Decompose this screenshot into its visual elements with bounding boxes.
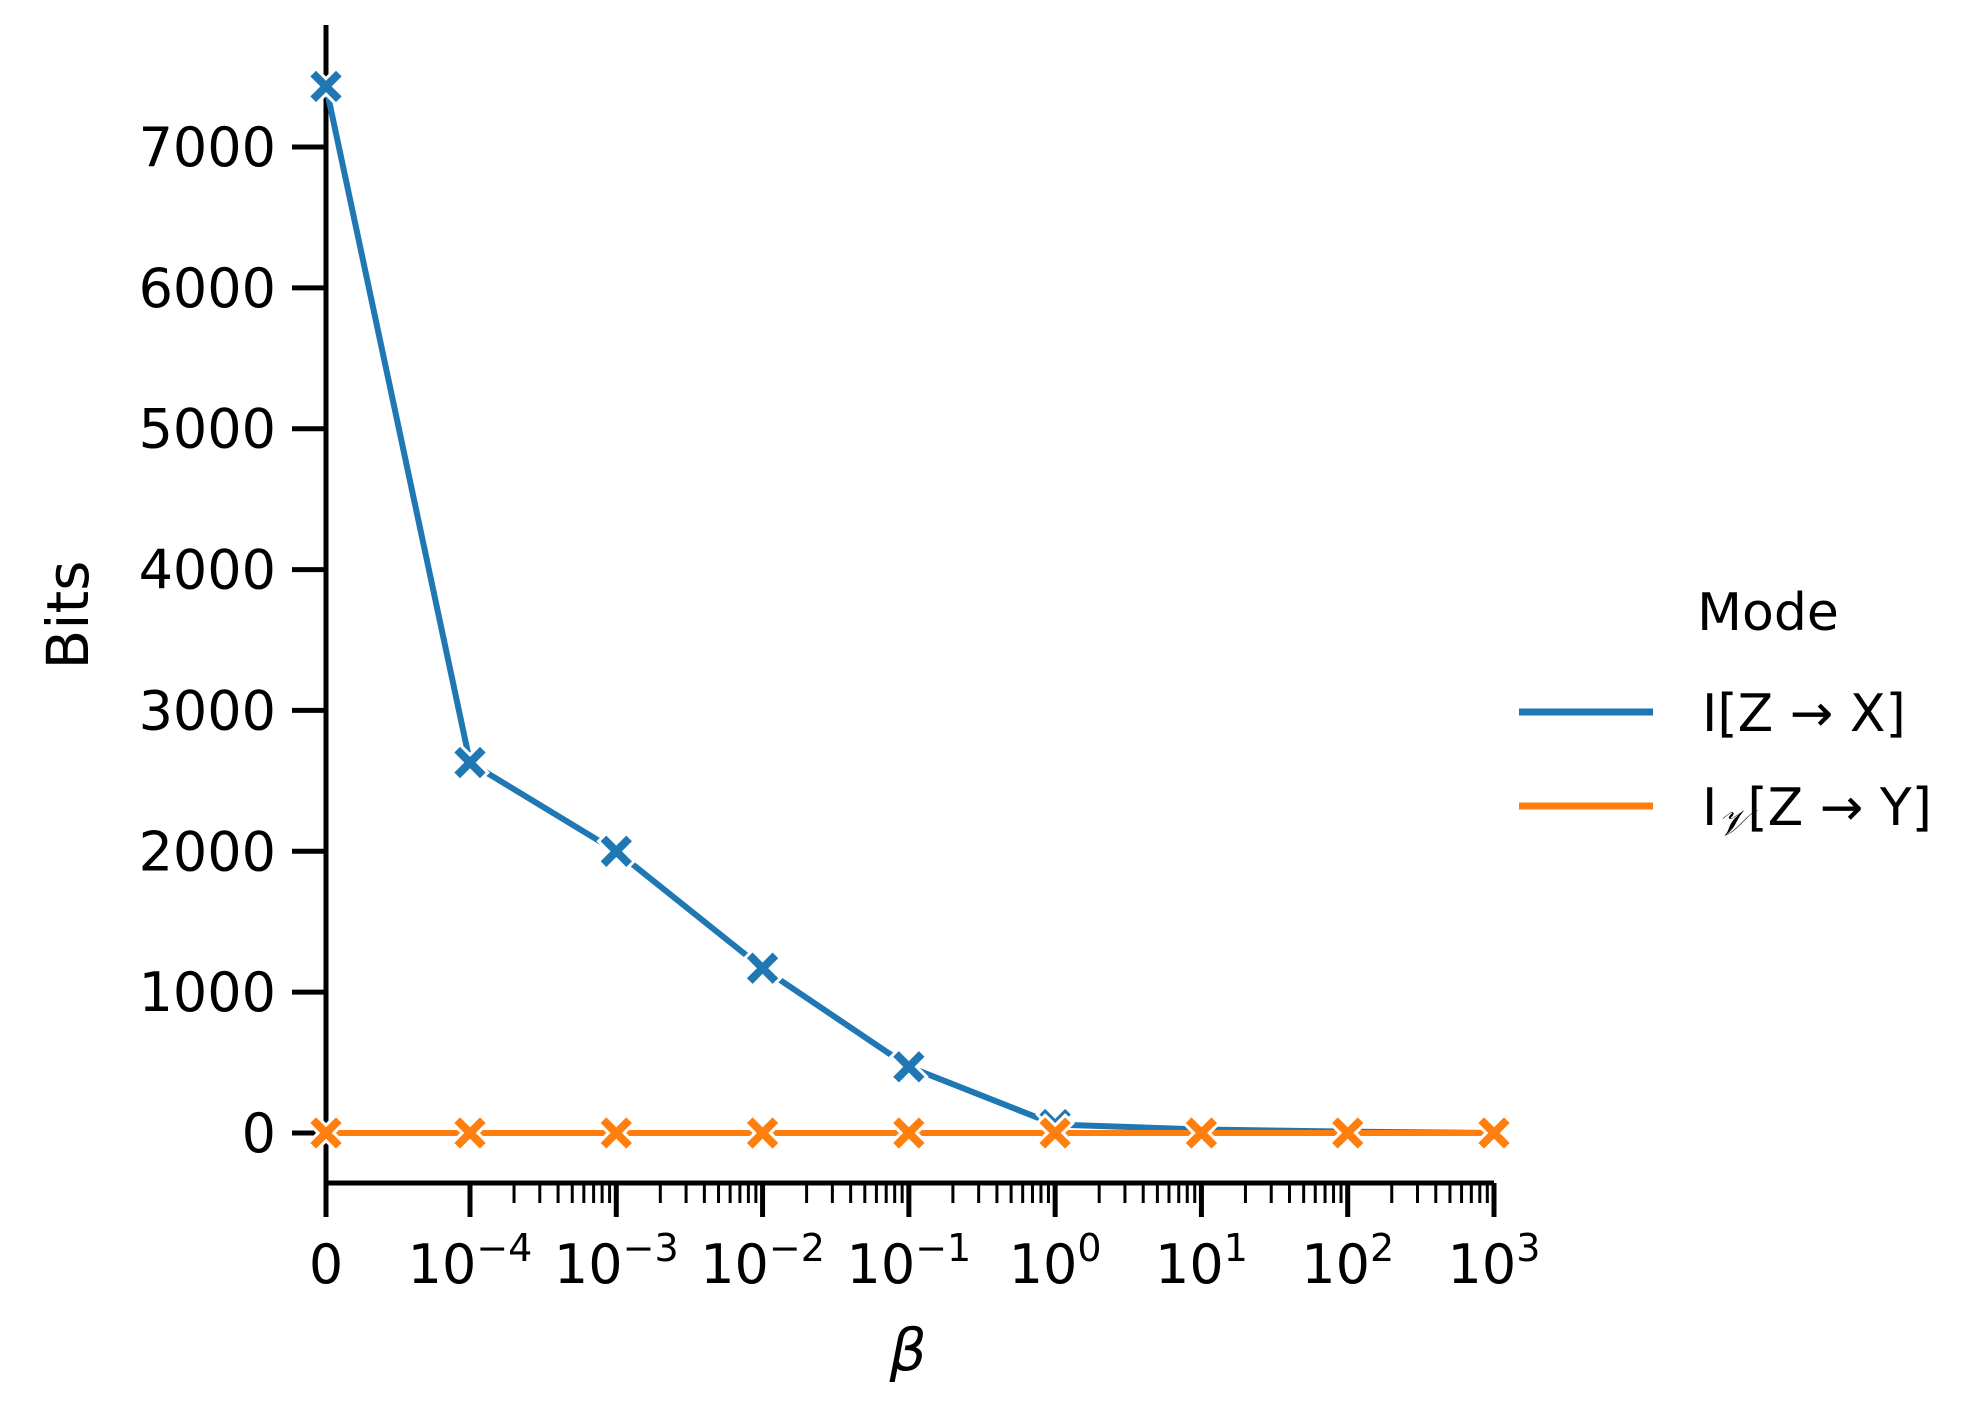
y-tick-label: 0 <box>242 1102 276 1165</box>
series-2-marker <box>306 1113 346 1153</box>
y-axis-title: Bits <box>34 561 102 670</box>
series-layer <box>306 66 1514 1153</box>
series-line-1 <box>323 85 1495 1136</box>
x-tick-label: 100 <box>1009 1226 1102 1296</box>
series-1-marker <box>306 66 346 107</box>
y-tick-label: 2000 <box>139 820 276 883</box>
y-tick-label: 7000 <box>139 116 276 179</box>
series-2-marker <box>1474 1113 1514 1153</box>
x-tick-label: 10−2 <box>700 1226 825 1296</box>
x-tick-label: 0 <box>309 1233 343 1296</box>
series-2-marker <box>742 1113 783 1153</box>
series-1-marker <box>596 831 637 872</box>
legend-label-1: I[Z → X] <box>1702 684 1906 744</box>
legend-label-2: I𝒱[Z → Y] <box>1702 778 1932 844</box>
series-2-marker <box>1327 1113 1368 1153</box>
series-2-marker <box>1181 1113 1222 1153</box>
y-tick-label: 4000 <box>139 539 276 602</box>
series-2-marker <box>888 1113 929 1153</box>
series-2-marker <box>1035 1113 1076 1153</box>
x-axis-title: β <box>888 1316 926 1384</box>
x-tick-label: 10−1 <box>846 1226 971 1296</box>
series-1-marker <box>450 742 490 783</box>
series-2-marker <box>450 1113 490 1153</box>
series-2-marker <box>596 1113 637 1153</box>
x-tick-label: 101 <box>1155 1226 1248 1296</box>
series-1-marker <box>742 948 783 989</box>
axes <box>292 25 1497 1217</box>
legend-title: Mode <box>1697 583 1839 643</box>
x-tick-label: 10−4 <box>408 1226 533 1296</box>
series-1-marker <box>888 1046 929 1087</box>
x-tick-label: 103 <box>1448 1226 1541 1296</box>
y-tick-label: 5000 <box>139 398 276 461</box>
x-tick-label: 102 <box>1301 1226 1394 1296</box>
y-tick-label: 6000 <box>139 257 276 320</box>
x-tick-label: 10−3 <box>554 1226 679 1296</box>
legend: Mode I[Z → X] I𝒱[Z → Y] <box>1519 583 1932 844</box>
y-tick-label: 3000 <box>139 679 276 742</box>
tick-labels: 0 1000 2000 3000 4000 5000 6000 7000 0 10−4 10−3 10… <box>139 116 1541 1296</box>
y-tick-label: 1000 <box>139 961 276 1024</box>
